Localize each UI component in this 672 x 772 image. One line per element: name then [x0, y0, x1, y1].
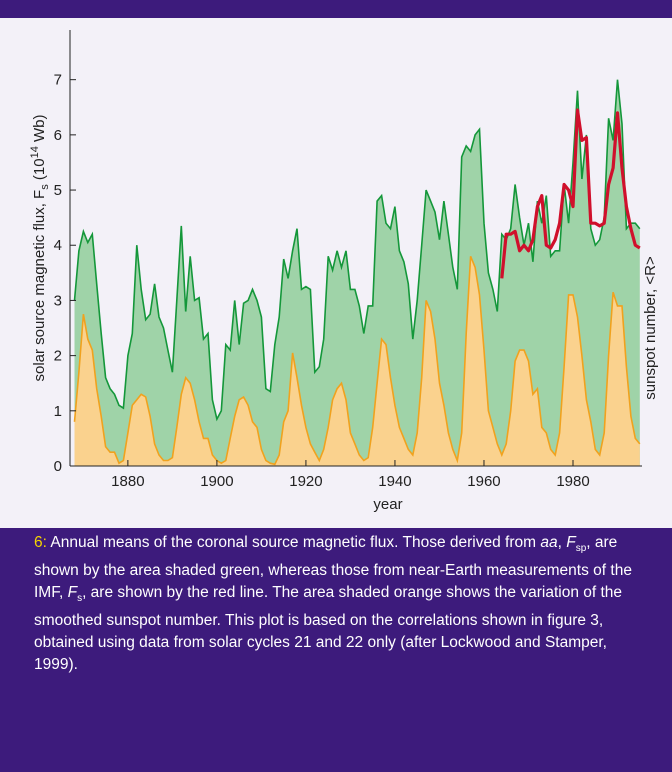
y-tick-label: 0: [54, 458, 62, 475]
area-edge: [73, 255, 641, 466]
caption-text: Annual means of the coronal source magne…: [46, 534, 541, 551]
caption-subscript: sp: [575, 543, 587, 555]
caption-text: , are shown by the red line. The area sh…: [34, 584, 623, 674]
line: [500, 108, 641, 279]
y-tick-label: 4: [54, 237, 62, 254]
y-axis-label-part: (10: [31, 158, 48, 184]
y-axis-label-part: solar source magnetic flux, F: [31, 190, 48, 382]
y-tick-label: 3: [54, 292, 62, 309]
caption: 6: Annual means of the coronal source ma…: [34, 532, 644, 676]
y-axis-label-sub: s: [39, 184, 51, 190]
caption-number: 6:: [34, 534, 47, 551]
caption-italic: F: [566, 534, 576, 551]
x-tick-label: 1980: [556, 473, 589, 490]
area-edge: [73, 79, 641, 422]
caption-italic: aa: [540, 534, 558, 551]
x-tick-label: 1960: [467, 473, 500, 490]
y-axis-label-part: Wb): [31, 114, 48, 146]
y-tick-label: 6: [54, 127, 62, 144]
x-tick-label: 1920: [289, 473, 322, 490]
area: [74, 256, 640, 466]
y-tick-label: 7: [54, 72, 62, 89]
area: [74, 79, 640, 466]
caption-italic: F: [67, 584, 78, 602]
caption-text: , are shown by the area shaded green, wh…: [34, 534, 632, 602]
y-tick-label: 1: [54, 403, 62, 420]
caption-text: ,: [557, 534, 567, 551]
x-tick-label: 1900: [200, 473, 233, 490]
x-tick-label: 1940: [378, 473, 411, 490]
caption-subscript: s: [77, 593, 83, 605]
y-axis-label: solar source magnetic flux, Fs (1014 Wb): [29, 114, 51, 381]
x-axis-label: year: [373, 496, 402, 513]
y-axis-label-sup: 14: [29, 146, 41, 158]
y-tick-label: 5: [54, 182, 62, 199]
y-tick-label: 2: [54, 348, 62, 365]
y2-axis-label: sunspot number, <R>: [642, 256, 659, 400]
chart: year solar source magnetic flux, Fs (101…: [0, 18, 672, 528]
x-tick-label: 1880: [111, 473, 144, 490]
